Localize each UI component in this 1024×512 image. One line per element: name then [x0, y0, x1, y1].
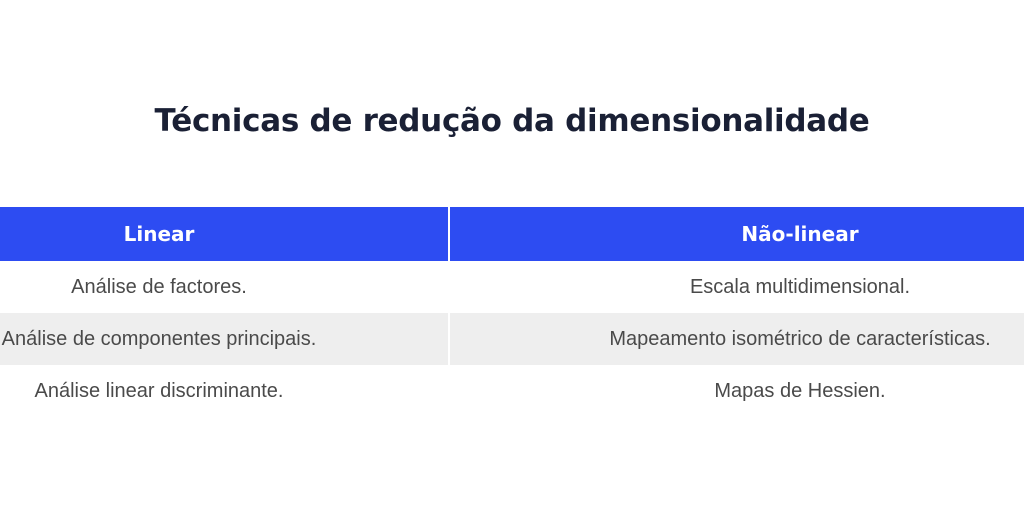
column-header-linear: Linear — [0, 207, 450, 261]
table-row: Análise linear discriminante. Mapas de H… — [0, 365, 1024, 417]
table-cell-linear: Análise linear discriminante. — [0, 365, 450, 417]
table-cell-linear: Análise de componentes principais. — [0, 313, 450, 365]
table-header-row: Linear Não-linear — [0, 207, 1024, 261]
comparison-table: Linear Não-linear Análise de factores. E… — [0, 207, 1024, 417]
table-row: Análise de componentes principais. Mapea… — [0, 313, 1024, 365]
table-cell-nonlinear: Escala multidimensional. — [449, 261, 1024, 313]
table-cell-nonlinear: Mapas de Hessien. — [449, 365, 1024, 417]
page-title: Técnicas de redução da dimensionalidade — [154, 103, 870, 139]
table-row: Análise de factores. Escala multidimensi… — [0, 261, 1024, 313]
table-cell-linear: Análise de factores. — [0, 261, 450, 313]
table-cell-nonlinear: Mapeamento isométrico de características… — [449, 313, 1024, 365]
column-header-nonlinear: Não-linear — [449, 207, 1024, 261]
